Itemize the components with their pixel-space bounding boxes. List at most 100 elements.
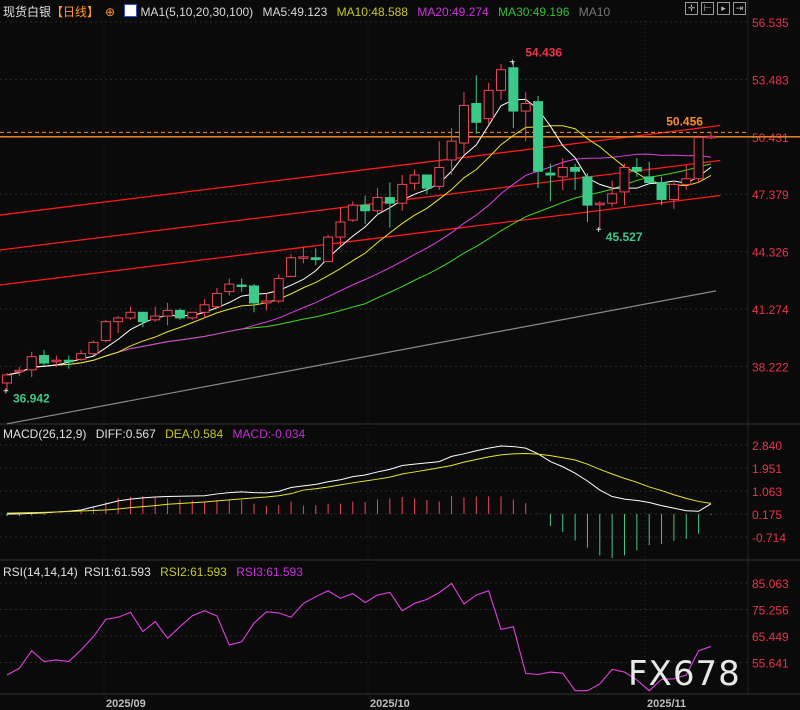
candle-body bbox=[150, 315, 161, 321]
candle-body bbox=[557, 166, 568, 178]
candle bbox=[397, 174, 408, 211]
macd-params[interactable]: MACD(26,12,9) bbox=[3, 427, 87, 441]
candle bbox=[236, 278, 247, 292]
candle-body bbox=[693, 136, 704, 180]
candle bbox=[520, 92, 531, 142]
rsi3-value: RSI3:61.593 bbox=[236, 565, 303, 579]
last-price-label: 50.456 bbox=[666, 115, 703, 129]
candle bbox=[298, 246, 309, 264]
zoom-left-icon[interactable]: ⊢ bbox=[701, 2, 714, 15]
macd-diff-line bbox=[6, 445, 712, 515]
candle bbox=[273, 274, 284, 303]
candle bbox=[705, 131, 716, 140]
candle-body bbox=[619, 166, 630, 193]
candle bbox=[39, 349, 50, 365]
period-label[interactable]: 【日线】 bbox=[51, 5, 100, 19]
rsi1-value: RSI1:61.593 bbox=[84, 565, 151, 579]
ma20-line bbox=[6, 153, 712, 376]
candle bbox=[594, 201, 605, 230]
candle-body bbox=[100, 321, 111, 342]
rsi-header: RSI(14,14,14) RSI1:61.593 RSI2:61.593 RS… bbox=[3, 565, 309, 579]
exit-icon[interactable]: ⇥ bbox=[733, 2, 746, 15]
candle bbox=[570, 163, 581, 191]
candles bbox=[2, 61, 716, 391]
candle bbox=[471, 75, 482, 134]
candle-body bbox=[224, 283, 235, 293]
candle bbox=[335, 206, 346, 247]
price-header: 现货白银【日线】 ⊕ MA1(5,10,20,30,100) MA5:49.123… bbox=[3, 3, 616, 20]
candle bbox=[162, 302, 173, 326]
candle-body bbox=[520, 103, 531, 112]
play-icon[interactable]: ▸ bbox=[717, 2, 730, 15]
candle-body bbox=[384, 197, 395, 204]
candle bbox=[508, 61, 519, 128]
candle-body bbox=[397, 183, 408, 204]
ma100-line bbox=[6, 290, 717, 425]
candle-body bbox=[39, 355, 50, 364]
candle-body bbox=[310, 257, 321, 261]
candle bbox=[137, 311, 148, 328]
ma-params[interactable]: MA1(5,10,20,30,100) bbox=[140, 5, 254, 19]
price-tick-label: 56.535 bbox=[752, 16, 789, 30]
candle-body bbox=[483, 89, 494, 120]
candle-body bbox=[298, 256, 309, 259]
candle bbox=[434, 141, 445, 191]
price-tick-label: 47.379 bbox=[752, 188, 789, 202]
candle bbox=[360, 195, 371, 224]
candle bbox=[88, 340, 99, 356]
candle bbox=[323, 235, 334, 263]
macd-tick-label: 1.063 bbox=[752, 485, 782, 499]
candle-body bbox=[63, 359, 74, 363]
candle-body bbox=[434, 166, 445, 187]
macd-dea: DEA:0.584 bbox=[165, 427, 224, 441]
ma5-line bbox=[6, 98, 712, 376]
candle bbox=[458, 92, 469, 155]
candle-body bbox=[458, 104, 469, 144]
candle-body bbox=[681, 178, 692, 185]
candle-body bbox=[286, 257, 297, 278]
candle bbox=[63, 355, 74, 369]
candle bbox=[496, 64, 506, 100]
ma20-value: MA20:49.274 bbox=[417, 5, 489, 19]
price-tick-label: 41.274 bbox=[752, 303, 789, 317]
candle bbox=[51, 355, 62, 367]
candle bbox=[421, 174, 432, 194]
candle bbox=[693, 135, 704, 183]
extreme-marker-icon: + bbox=[509, 57, 515, 68]
candle bbox=[100, 319, 111, 343]
candle-body bbox=[125, 311, 136, 319]
candle bbox=[310, 248, 321, 266]
crosshair-icon[interactable]: ✛ bbox=[685, 2, 698, 15]
price-tick-label: 38.222 bbox=[752, 360, 789, 374]
symbol-name: 现货白银 bbox=[3, 5, 52, 19]
ma30-value: MA30:49.196 bbox=[498, 5, 570, 19]
candle bbox=[409, 169, 420, 191]
candle-body bbox=[88, 341, 99, 355]
rsi-params[interactable]: RSI(14,14,14) bbox=[3, 565, 78, 579]
ma10-line bbox=[6, 125, 712, 376]
candle-body bbox=[533, 101, 544, 172]
candle bbox=[619, 163, 630, 206]
candle-body bbox=[76, 353, 87, 360]
macd-value: MACD:-0.034 bbox=[232, 427, 306, 441]
date-axis-label: 2025/11 bbox=[647, 698, 686, 710]
settings-circle-icon[interactable]: ⊕ bbox=[105, 5, 116, 19]
candle-body bbox=[496, 69, 506, 91]
candle bbox=[668, 180, 679, 209]
ma10-value: MA10:48.588 bbox=[336, 5, 408, 19]
date-axis-label: 2025/09 bbox=[106, 698, 146, 710]
rsi-tick-label: 75.256 bbox=[752, 604, 789, 618]
candle bbox=[533, 96, 544, 189]
candle bbox=[384, 182, 395, 228]
indicator-chart-icon[interactable] bbox=[124, 4, 138, 17]
candle bbox=[224, 278, 235, 296]
macd-dea-line bbox=[6, 453, 712, 514]
candle bbox=[545, 163, 556, 202]
candle-body bbox=[631, 166, 642, 172]
candle-body bbox=[236, 284, 247, 288]
extreme-marker-icon: + bbox=[596, 225, 602, 236]
fx678-watermark: FX678 bbox=[628, 654, 741, 694]
low-price-label: 36.942 bbox=[13, 391, 50, 405]
candle-body bbox=[2, 374, 12, 384]
